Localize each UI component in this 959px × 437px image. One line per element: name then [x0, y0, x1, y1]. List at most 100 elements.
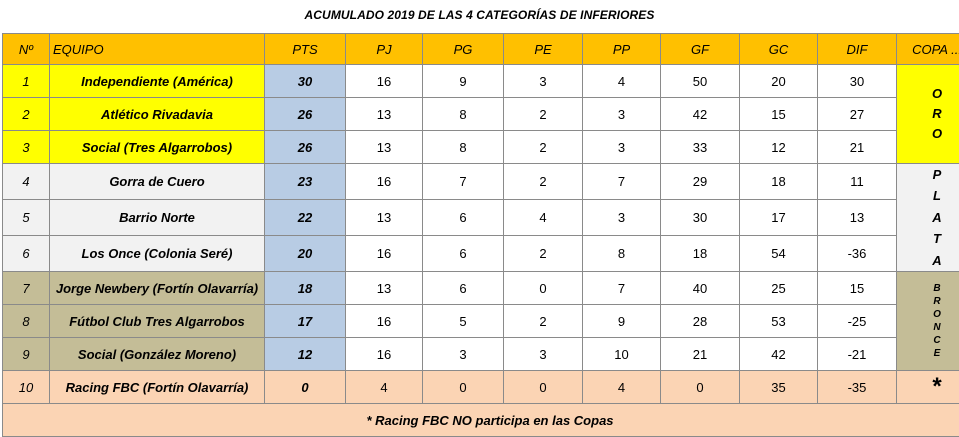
cup-oro-letter: O [897, 124, 959, 144]
lost-cell: 9 [583, 305, 661, 338]
footnote-row: * Racing FBC NO participa en las Copas [3, 404, 959, 437]
column-header-gc: GC [740, 34, 818, 65]
position-cell: 8 [3, 305, 50, 338]
goal-difference-cell: 11 [818, 164, 897, 200]
column-header-pe: PE [504, 34, 583, 65]
won-cell: 6 [423, 200, 504, 236]
goals-against-cell: 17 [740, 200, 818, 236]
position-cell: 4 [3, 164, 50, 200]
cup-bronce-letter: N [897, 321, 959, 334]
points-cell: 0 [265, 371, 346, 404]
played-cell: 13 [346, 272, 423, 305]
team-cell: Fútbol Club Tres Algarrobos [50, 305, 265, 338]
points-cell: 17 [265, 305, 346, 338]
table-row: 4 Gorra de Cuero 23 16 7 2 7 29 18 11 P … [3, 164, 959, 200]
goals-for-cell: 0 [661, 371, 740, 404]
played-cell: 16 [346, 338, 423, 371]
position-cell: 10 [3, 371, 50, 404]
team-cell: Barrio Norte [50, 200, 265, 236]
column-header-gf: GF [661, 34, 740, 65]
won-cell: 7 [423, 164, 504, 200]
cup-excluded-asterisk: * [897, 371, 959, 404]
table-row: 8 Fútbol Club Tres Algarrobos 17 16 5 2 … [3, 305, 959, 338]
goal-difference-cell: 15 [818, 272, 897, 305]
goal-difference-cell: 13 [818, 200, 897, 236]
cup-plata-letter: T [897, 228, 959, 249]
goals-for-cell: 40 [661, 272, 740, 305]
column-header-pp: PP [583, 34, 661, 65]
goals-for-cell: 50 [661, 65, 740, 98]
cup-bronce-letter: O [897, 308, 959, 321]
goals-for-cell: 29 [661, 164, 740, 200]
position-cell: 2 [3, 98, 50, 131]
played-cell: 16 [346, 65, 423, 98]
goals-against-cell: 12 [740, 131, 818, 164]
cup-bronce-cell: B R O N C E [897, 272, 959, 371]
goals-for-cell: 42 [661, 98, 740, 131]
cup-bronce-letter: E [897, 347, 959, 360]
table-row: 9 Social (González Moreno) 12 16 3 3 10 … [3, 338, 959, 371]
played-cell: 4 [346, 371, 423, 404]
position-cell: 6 [3, 236, 50, 272]
played-cell: 13 [346, 200, 423, 236]
lost-cell: 3 [583, 200, 661, 236]
won-cell: 9 [423, 65, 504, 98]
points-cell: 22 [265, 200, 346, 236]
table-row: 3 Social (Tres Algarrobos) 26 13 8 2 3 3… [3, 131, 959, 164]
drawn-cell: 3 [504, 65, 583, 98]
footnote: * Racing FBC NO participa en las Copas [3, 404, 959, 437]
table-row: 10 Racing FBC (Fortín Olavarría) 0 4 0 0… [3, 371, 959, 404]
position-cell: 3 [3, 131, 50, 164]
goal-difference-cell: 27 [818, 98, 897, 131]
goal-difference-cell: -25 [818, 305, 897, 338]
goals-against-cell: 35 [740, 371, 818, 404]
goals-for-cell: 28 [661, 305, 740, 338]
lost-cell: 3 [583, 98, 661, 131]
lost-cell: 3 [583, 131, 661, 164]
cup-oro-cell: O R O [897, 65, 959, 164]
won-cell: 6 [423, 272, 504, 305]
position-cell: 5 [3, 200, 50, 236]
goals-against-cell: 54 [740, 236, 818, 272]
lost-cell: 4 [583, 371, 661, 404]
drawn-cell: 2 [504, 131, 583, 164]
goals-against-cell: 15 [740, 98, 818, 131]
cup-bronce-letter: C [897, 334, 959, 347]
cup-plata-letter: A [897, 250, 959, 271]
points-cell: 23 [265, 164, 346, 200]
table-row: 1 Independiente (América) 30 16 9 3 4 50… [3, 65, 959, 98]
played-cell: 13 [346, 131, 423, 164]
played-cell: 16 [346, 236, 423, 272]
won-cell: 8 [423, 98, 504, 131]
drawn-cell: 0 [504, 371, 583, 404]
team-cell: Independiente (América) [50, 65, 265, 98]
played-cell: 16 [346, 164, 423, 200]
points-cell: 20 [265, 236, 346, 272]
played-cell: 16 [346, 305, 423, 338]
goals-for-cell: 30 [661, 200, 740, 236]
column-header-pos: Nº [3, 34, 50, 65]
position-cell: 7 [3, 272, 50, 305]
table-row: 6 Los Once (Colonia Seré) 20 16 6 2 8 18… [3, 236, 959, 272]
table-row: 2 Atlético Rivadavia 26 13 8 2 3 42 15 2… [3, 98, 959, 131]
table-row: 5 Barrio Norte 22 13 6 4 3 30 17 13 [3, 200, 959, 236]
points-cell: 26 [265, 98, 346, 131]
cup-oro-letter: R [897, 104, 959, 124]
goals-against-cell: 53 [740, 305, 818, 338]
goals-against-cell: 25 [740, 272, 818, 305]
lost-cell: 7 [583, 164, 661, 200]
points-cell: 12 [265, 338, 346, 371]
team-cell: Los Once (Colonia Seré) [50, 236, 265, 272]
cup-plata-cell: P L A T A [897, 164, 959, 272]
column-header-dif: DIF [818, 34, 897, 65]
goals-for-cell: 21 [661, 338, 740, 371]
team-cell: Atlético Rivadavia [50, 98, 265, 131]
team-cell: Social (Tres Algarrobos) [50, 131, 265, 164]
lost-cell: 8 [583, 236, 661, 272]
team-cell: Racing FBC (Fortín Olavarría) [50, 371, 265, 404]
column-header-pj: PJ [346, 34, 423, 65]
cup-oro-letter: O [897, 84, 959, 104]
drawn-cell: 3 [504, 338, 583, 371]
cup-bronce-letter: B [897, 282, 959, 295]
table-row: 7 Jorge Newbery (Fortín Olavarría) 18 13… [3, 272, 959, 305]
